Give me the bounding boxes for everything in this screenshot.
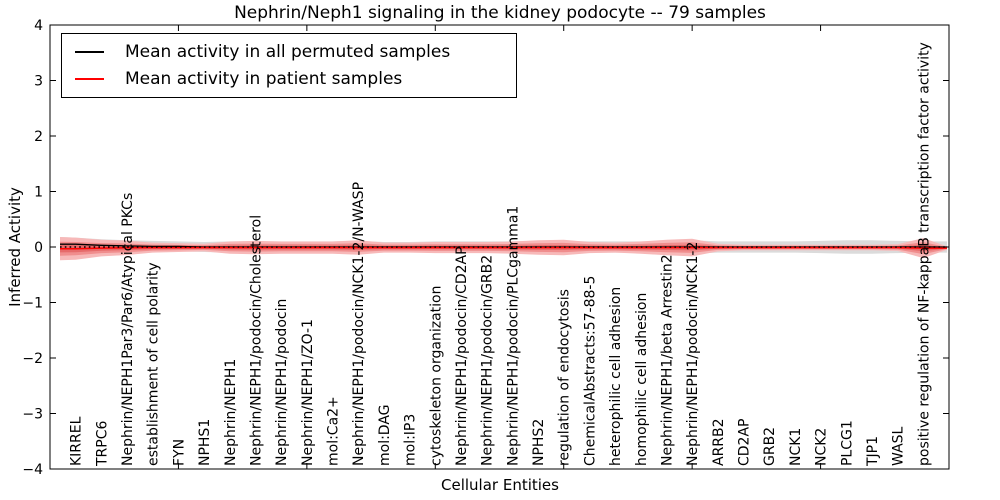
x-entity-label: Nephrin/NEPH1/podocin/PLCgamma1: [505, 206, 521, 466]
x-entity-label: positive regulation of NF-kappaB transcr…: [916, 42, 932, 466]
y-tick-label: 1: [34, 185, 43, 201]
x-entity-label: TJP1: [865, 436, 881, 467]
x-entity-label: KIRREL: [69, 416, 85, 466]
chart-title: Nephrin/Neph1 signaling in the kidney po…: [234, 3, 766, 23]
legend-line-black-icon: [75, 50, 104, 53]
x-entity-label: Nephrin/NEPH1: [223, 359, 239, 466]
y-tick-label: 2: [34, 129, 43, 145]
x-entity-label: Nephrin/NEPH1/podocin/NCK1-2/N-WASP: [351, 182, 367, 466]
x-entity-label: NCK1: [788, 428, 804, 466]
x-entity-label: FYN: [171, 439, 187, 466]
x-entity-label: Nephrin/NEPH1Par3/Par6/Atypical PKCs: [120, 193, 136, 466]
x-entity-label: Nephrin/NEPH1/podocin/CD2AP: [454, 246, 470, 466]
legend-item-permuted: Mean activity in all permuted samples: [62, 42, 516, 62]
x-entity-label: regulation of endocytosis: [557, 289, 573, 466]
legend-item-label: Mean activity in all permuted samples: [125, 41, 451, 62]
x-entity-label: establishment of cell polarity: [146, 262, 162, 466]
x-entity-label: GRB2: [762, 427, 778, 466]
x-entity-label: WASL: [891, 426, 907, 466]
x-entity-label: Nephrin/NEPH1/podocin/GRB2: [480, 255, 496, 466]
x-entity-label: CD2AP: [737, 419, 753, 466]
x-entity-label: TRPC6: [94, 421, 110, 467]
y-tick-label: −2: [22, 351, 43, 367]
x-entity-label: Nephrin/NEPH1/podocin/Cholesterol: [248, 215, 264, 466]
y-tick-label: −4: [22, 462, 43, 478]
legend-item-label: Mean activity in patient samples: [125, 69, 403, 90]
x-axis-label: Cellular Entities: [441, 476, 559, 494]
y-tick-label: 4: [34, 18, 43, 34]
x-entity-label: NPHS1: [197, 419, 213, 466]
y-tick-label: 3: [34, 74, 43, 90]
legend: Mean activity in all permuted samples Me…: [61, 33, 517, 98]
legend-item-patient: Mean activity in patient samples: [62, 69, 516, 89]
x-entity-label: Nephrin/NEPH1/ZO-1: [300, 319, 316, 466]
x-entity-label: PLCG1: [839, 420, 855, 466]
x-entity-label: NCK2: [814, 428, 830, 466]
x-entity-label: mol:DAG: [377, 404, 393, 466]
x-entity-label: homophilic cell adhesion: [634, 293, 650, 466]
x-entity-label: cytoskeleton organization: [428, 286, 444, 466]
x-entity-label: Nephrin/NEPH1/beta Arrestin2: [659, 254, 675, 466]
legend-line-red-icon: [75, 78, 104, 81]
x-entity-label: Nephrin/NEPH1/podocin/NCK1-2: [685, 242, 701, 466]
x-entity-label: mol:Ca2+: [326, 396, 342, 466]
x-entity-label: heterophilic cell adhesion: [608, 287, 624, 466]
x-entity-label: Nephrin/NEPH1/podocin: [274, 299, 290, 466]
y-tick-label: −1: [22, 296, 43, 312]
x-entity-label: ARRB2: [711, 418, 727, 466]
y-tick-label: −3: [22, 407, 43, 423]
x-entity-label: ChemicalAbstracts:57-88-5: [582, 276, 598, 466]
x-entity-label: NPHS2: [531, 419, 547, 466]
x-entity-label: mol:IP3: [403, 414, 419, 466]
y-tick-label: 0: [34, 240, 43, 256]
